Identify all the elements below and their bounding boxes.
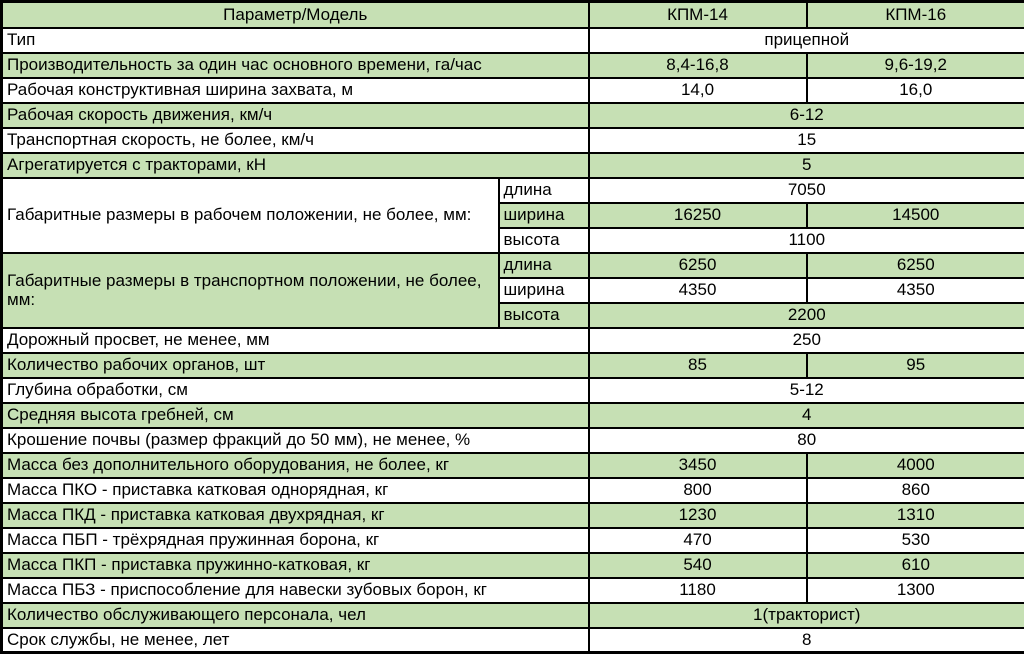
value-soil-crumbling: 80 [589,428,1024,453]
header-model-kpm16: КПМ-16 [807,2,1024,28]
row-mass-base: Масса без дополнительного оборудования, … [2,453,1024,478]
value-dims-working-width-kpm16: 14500 [807,203,1024,228]
value-ground-clearance: 250 [589,328,1024,353]
param-label-tractor-class: Агрегатируется с тракторами, кН [2,153,589,178]
value-productivity-kpm14: 8,4-16,8 [589,53,807,78]
header-param-model: Параметр/Модель [2,2,589,28]
row-mass-pbz: Масса ПБЗ - приспособление для навески з… [2,578,1024,603]
param-label-dims-working: Габаритные размеры в рабочем положении, … [2,178,499,253]
row-working-width: Рабочая конструктивная ширина захвата, м… [2,78,1024,103]
param-label-mass-pbp: Масса ПБП - трёхрядная пружинная борона,… [2,528,589,553]
param-label-mass-base: Масса без дополнительного оборудования, … [2,453,589,478]
value-dims-transport-length-kpm16: 6250 [807,253,1024,278]
value-dims-transport-height: 2200 [589,303,1024,328]
value-dims-working-height: 1100 [589,228,1024,253]
param-label-productivity: Производительность за один час основного… [2,53,589,78]
row-productivity: Производительность за один час основного… [2,53,1024,78]
param-label-transport-speed: Транспортная скорость, не более, км/ч [2,128,589,153]
row-ridge-height: Средняя высота гребней, см 4 [2,403,1024,428]
param-label-mass-pko: Масса ПКО - приставка катковая однорядна… [2,478,589,503]
param-label-tillage-depth: Глубина обработки, см [2,378,589,403]
param-label-mass-pkd: Масса ПКД - приставка катковая двухрядна… [2,503,589,528]
sublabel-dims-transport-height: высота [499,303,589,328]
param-label-personnel: Количество обслуживающего персонала, чел [2,603,589,628]
row-tractor-class: Агрегатируется с тракторами, кН 5 [2,153,1024,178]
value-dims-working-length: 7050 [589,178,1024,203]
param-label-ridge-height: Средняя высота гребней, см [2,403,589,428]
row-type: Тип прицепной [2,28,1024,53]
param-label-mass-pbz: Масса ПБЗ - приспособление для навески з… [2,578,589,603]
value-working-bodies-kpm16: 95 [807,353,1024,378]
value-mass-pkp-kpm16: 610 [807,553,1024,578]
sublabel-dims-working-height: высота [499,228,589,253]
value-service-life: 8 [589,628,1024,653]
header-model-kpm14: КПМ-14 [589,2,807,28]
value-mass-pkp-kpm14: 540 [589,553,807,578]
value-mass-pkd-kpm16: 1310 [807,503,1024,528]
sublabel-dims-transport-length: длина [499,253,589,278]
value-dims-working-width-kpm14: 16250 [589,203,807,228]
value-mass-pbz-kpm16: 1300 [807,578,1024,603]
param-label-soil-crumbling: Крошение почвы (размер фракций до 50 мм)… [2,428,589,453]
value-mass-pbp-kpm14: 470 [589,528,807,553]
row-personnel: Количество обслуживающего персонала, чел… [2,603,1024,628]
value-personnel: 1(тракторист) [589,603,1024,628]
value-dims-transport-length-kpm14: 6250 [589,253,807,278]
param-label-working-speed: Рабочая скорость движения, км/ч [2,103,589,128]
value-mass-pbz-kpm14: 1180 [589,578,807,603]
param-label-type: Тип [2,28,589,53]
param-label-dims-transport: Габаритные размеры в транспортном положе… [2,253,499,328]
row-tillage-depth: Глубина обработки, см 5-12 [2,378,1024,403]
sublabel-dims-working-width: ширина [499,203,589,228]
param-label-working-bodies: Количество рабочих органов, шт [2,353,589,378]
value-mass-pko-kpm14: 800 [589,478,807,503]
value-mass-pkd-kpm14: 1230 [589,503,807,528]
row-working-speed: Рабочая скорость движения, км/ч 6-12 [2,103,1024,128]
value-mass-base-kpm14: 3450 [589,453,807,478]
value-productivity-kpm16: 9,6-19,2 [807,53,1024,78]
value-type: прицепной [589,28,1024,53]
value-working-width-kpm16: 16,0 [807,78,1024,103]
value-working-width-kpm14: 14,0 [589,78,807,103]
param-label-working-width: Рабочая конструктивная ширина захвата, м [2,78,589,103]
row-mass-pbp: Масса ПБП - трёхрядная пружинная борона,… [2,528,1024,553]
row-mass-pkp: Масса ПКП - приставка пружинно-катковая,… [2,553,1024,578]
value-mass-pbp-kpm16: 530 [807,528,1024,553]
row-soil-crumbling: Крошение почвы (размер фракций до 50 мм)… [2,428,1024,453]
row-mass-pkd: Масса ПКД - приставка катковая двухрядна… [2,503,1024,528]
param-label-service-life: Срок службы, не менее, лет [2,628,589,653]
param-label-mass-pkp: Масса ПКП - приставка пружинно-катковая,… [2,553,589,578]
row-working-bodies: Количество рабочих органов, шт 85 95 [2,353,1024,378]
value-ridge-height: 4 [589,403,1024,428]
value-mass-base-kpm16: 4000 [807,453,1024,478]
row-mass-pko: Масса ПКО - приставка катковая однорядна… [2,478,1024,503]
value-working-bodies-kpm14: 85 [589,353,807,378]
value-mass-pko-kpm16: 860 [807,478,1024,503]
row-dims-working-length: Габаритные размеры в рабочем положении, … [2,178,1024,203]
row-dims-transport-length: Габаритные размеры в транспортном положе… [2,253,1024,278]
sublabel-dims-transport-width: ширина [499,278,589,303]
row-service-life: Срок службы, не менее, лет 8 [2,628,1024,653]
param-label-ground-clearance: Дорожный просвет, не менее, мм [2,328,589,353]
value-dims-transport-width-kpm16: 4350 [807,278,1024,303]
sublabel-dims-working-length: длина [499,178,589,203]
row-transport-speed: Транспортная скорость, не более, км/ч 15 [2,128,1024,153]
value-working-speed: 6-12 [589,103,1024,128]
value-tillage-depth: 5-12 [589,378,1024,403]
value-tractor-class: 5 [589,153,1024,178]
value-dims-transport-width-kpm14: 4350 [589,278,807,303]
row-ground-clearance: Дорожный просвет, не менее, мм 250 [2,328,1024,353]
value-transport-speed: 15 [589,128,1024,153]
header-row: Параметр/Модель КПМ-14 КПМ-16 [2,2,1024,28]
